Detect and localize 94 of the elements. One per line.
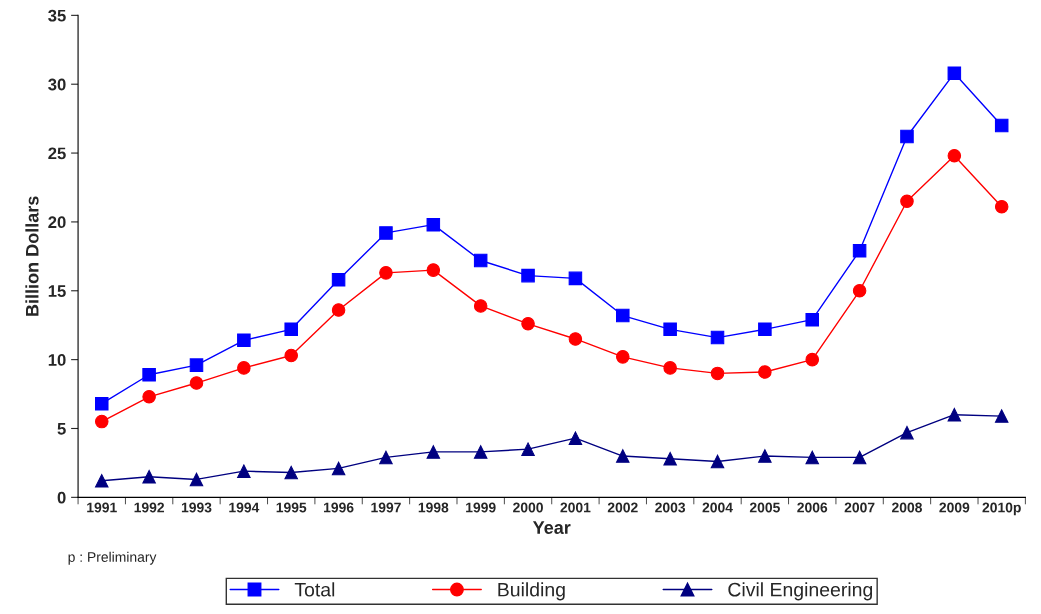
point: [473, 445, 488, 459]
point: [473, 299, 488, 313]
point: [426, 445, 441, 459]
point: [805, 352, 820, 367]
y-tick-label: 15: [48, 285, 66, 297]
point: [758, 449, 772, 463]
y-tick-label: 10: [48, 354, 66, 366]
point: [710, 330, 725, 345]
x-axis-title: Year: [532, 521, 571, 534]
y-tick-label: 20: [48, 216, 66, 229]
point: [379, 450, 393, 465]
point: [568, 332, 583, 346]
y-tick-label: 30: [48, 78, 66, 91]
point: [94, 474, 109, 488]
point: [521, 442, 535, 456]
point: [521, 268, 535, 283]
point: [189, 358, 204, 372]
point: [142, 368, 156, 382]
point: [616, 449, 630, 463]
text: p : Preliminary: [68, 551, 157, 565]
point: [521, 317, 535, 331]
point: [237, 333, 251, 348]
point: [663, 452, 677, 466]
point: [237, 464, 251, 478]
point: [94, 396, 109, 411]
point: [663, 361, 677, 375]
point: [142, 390, 156, 404]
point: [947, 407, 962, 422]
point: [237, 361, 251, 375]
y-tick-label: 35: [48, 9, 66, 22]
point: [331, 272, 346, 287]
legend-label: Total: [294, 582, 335, 597]
point: [426, 263, 441, 277]
point: [663, 322, 677, 337]
x-tick-label: 1998: [418, 502, 449, 513]
point: [189, 376, 204, 390]
point: [947, 149, 962, 163]
point: [852, 244, 867, 258]
point: [379, 226, 393, 240]
point: [805, 450, 820, 465]
point: [142, 469, 156, 484]
point: [331, 303, 346, 317]
y-tick-label: 0: [57, 491, 66, 504]
point: [568, 431, 583, 445]
x-tick-label: 2001: [560, 502, 591, 513]
point: [284, 465, 298, 480]
x-tick-label: 1991: [87, 502, 117, 513]
point: [758, 365, 772, 379]
point: [947, 66, 962, 80]
y-tick-label: 25: [48, 147, 66, 160]
point: [852, 284, 867, 298]
x-tick-label: 2006: [797, 502, 828, 513]
x-tick-label: 2009: [939, 502, 970, 513]
point: [94, 414, 109, 429]
x-tick-label: 2004: [702, 502, 733, 513]
x-tick-label: 1997: [371, 502, 401, 513]
point: [994, 409, 1009, 423]
x-tick-label: 2003: [655, 502, 686, 513]
point: [284, 348, 298, 363]
point: [900, 194, 914, 209]
point: [994, 118, 1009, 133]
x-tick-label: 2010p: [982, 502, 1021, 516]
point: [710, 454, 725, 469]
point: [758, 322, 772, 337]
x-tick-label: 1992: [134, 502, 165, 513]
point: [568, 271, 583, 286]
point: [189, 472, 204, 487]
x-tick-label: 1996: [324, 502, 354, 513]
x-tick-label: 2007: [844, 502, 875, 513]
point: [616, 350, 630, 364]
y-tick-label: 5: [57, 423, 66, 435]
x-tick-label: 1993: [181, 502, 212, 513]
x-tick-label: 1999: [466, 502, 496, 513]
point: [331, 461, 346, 476]
x-tick-label: 2008: [892, 502, 922, 513]
point: [379, 266, 393, 280]
y-axis-title: Billion Dollars: [25, 196, 39, 316]
point: [710, 366, 725, 381]
point: [473, 253, 488, 268]
point: [616, 308, 630, 323]
x-tick-label: 1995: [276, 502, 307, 513]
legend-label: Building: [498, 582, 565, 601]
x-tick-label: 2002: [607, 502, 638, 513]
point: [805, 312, 820, 327]
x-tick-label: 1994: [229, 502, 260, 513]
point: [994, 200, 1009, 214]
point: [900, 129, 914, 144]
point: [284, 322, 298, 337]
point: [852, 450, 867, 465]
point: [426, 217, 441, 232]
x-tick-label: 2000: [513, 502, 543, 513]
x-tick-label: 2005: [749, 502, 780, 513]
legend-label: Civil Engineering: [728, 582, 873, 601]
point: [900, 425, 914, 440]
